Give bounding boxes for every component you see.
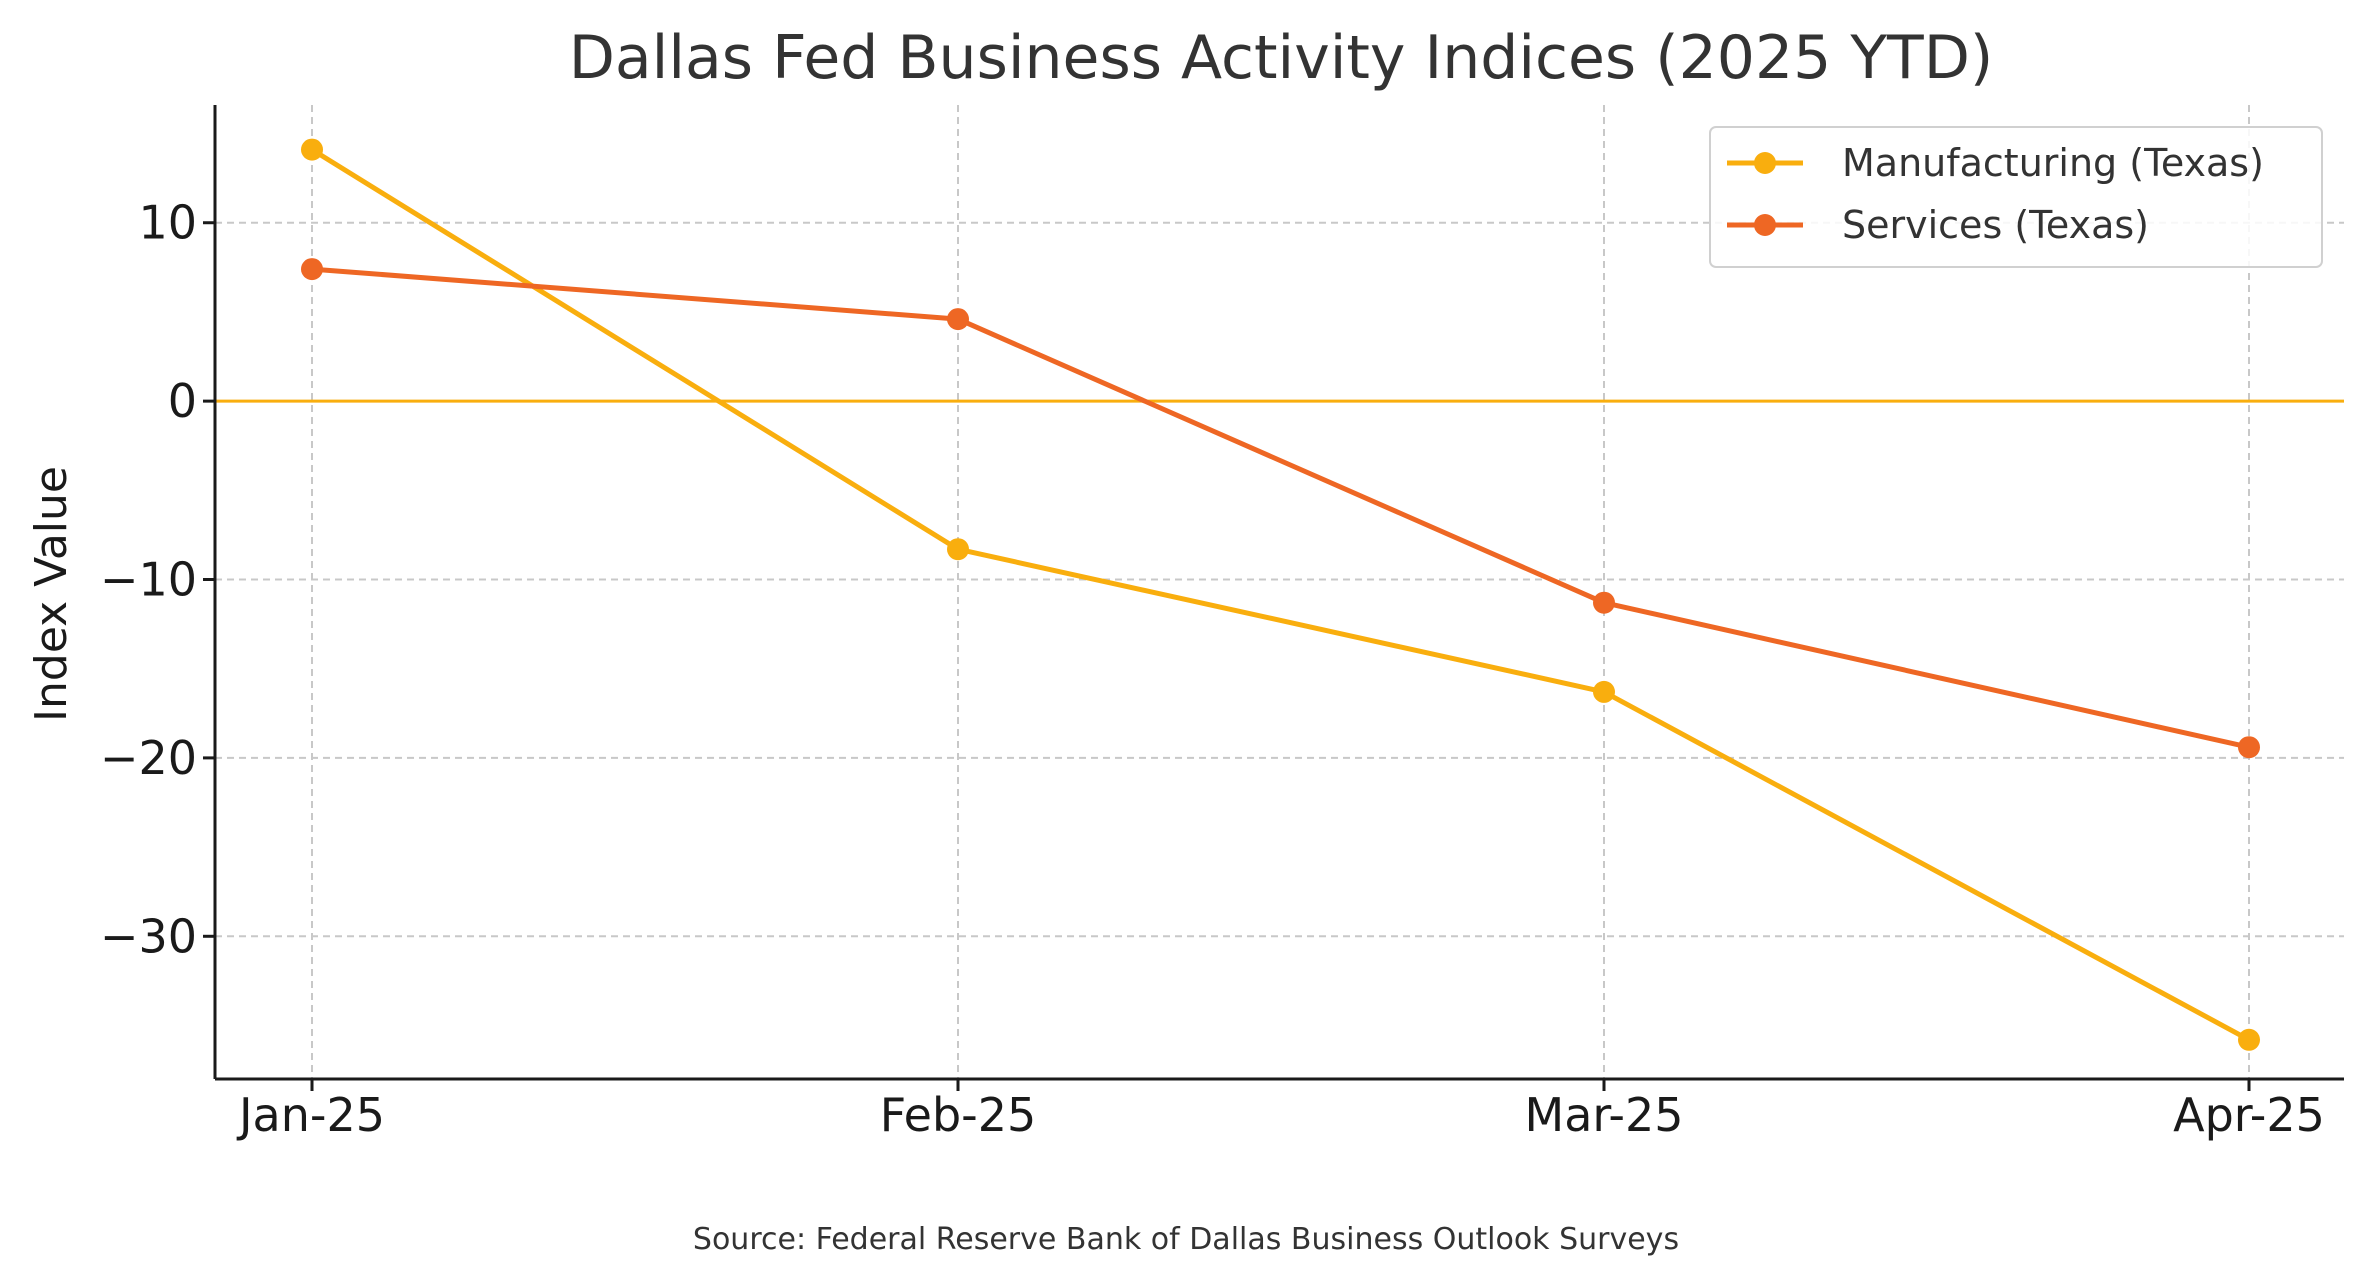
y-axis-label: Index Value bbox=[26, 466, 77, 722]
tick-labels: Jan-25 Feb-25 Mar-25 Apr-25 10 0 −10 −20 −30 bbox=[100, 196, 2325, 1142]
legend-box bbox=[1709, 126, 2323, 268]
legend-marker bbox=[1754, 214, 1776, 236]
series-line-1 bbox=[309, 266, 2252, 750]
data-point bbox=[1593, 591, 1615, 614]
x-tick-label: Feb-25 bbox=[880, 1088, 1037, 1142]
y-tick-label: −10 bbox=[100, 553, 197, 607]
y-tick-label: 0 bbox=[168, 374, 197, 428]
series-line-0 bbox=[309, 147, 2252, 1043]
chart-title: Dallas Fed Business Activity Indices (20… bbox=[569, 23, 1994, 93]
x-tick-label: Jan-25 bbox=[236, 1088, 385, 1142]
data-point bbox=[2238, 1028, 2260, 1051]
legend-label: Manufacturing (Texas) bbox=[1842, 141, 2264, 185]
data-point bbox=[1593, 680, 1615, 703]
series-lines bbox=[301, 138, 2260, 1051]
legend-label: Services (Texas) bbox=[1842, 203, 2149, 247]
data-point bbox=[301, 138, 323, 161]
axes bbox=[213, 105, 2344, 1081]
legend: Manufacturing (Texas) Services (Texas) bbox=[1709, 126, 2323, 268]
x-tick-label: Apr-25 bbox=[2173, 1088, 2325, 1142]
data-point bbox=[947, 538, 969, 561]
y-tick-label: 10 bbox=[138, 196, 197, 250]
data-point bbox=[947, 308, 969, 331]
y-tick-label: −30 bbox=[100, 909, 197, 963]
x-tick-label: Mar-25 bbox=[1525, 1088, 1684, 1142]
y-tick-label: −20 bbox=[100, 731, 197, 785]
legend-marker bbox=[1754, 152, 1776, 174]
data-point bbox=[2238, 736, 2260, 759]
source-note: Source: Federal Reserve Bank of Dallas B… bbox=[693, 1222, 1679, 1257]
data-point bbox=[301, 258, 323, 281]
